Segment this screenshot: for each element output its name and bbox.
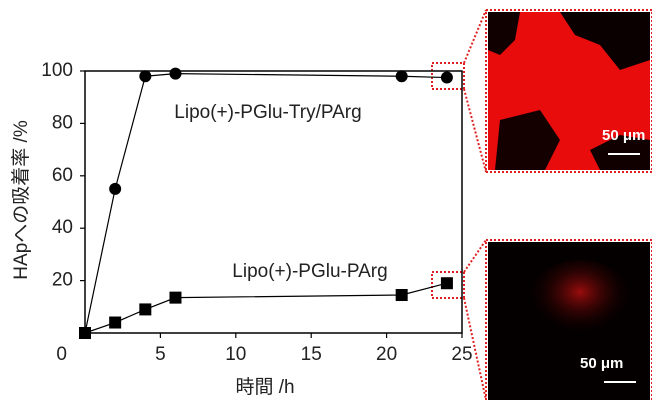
y-tick-label: 100 bbox=[41, 60, 73, 81]
x-tick-label: 20 bbox=[376, 344, 397, 365]
y-axis-label: HApへの吸着率 /% bbox=[10, 120, 32, 280]
y-tick-label: 80 bbox=[52, 112, 73, 133]
y-tick-label: 0 bbox=[56, 344, 67, 365]
inset-bottom: 50 μm bbox=[485, 239, 652, 403]
point bbox=[139, 303, 152, 316]
point bbox=[139, 70, 152, 83]
point bbox=[395, 289, 408, 302]
series-label: Lipo(+)-PGlu-Try/PArg bbox=[174, 102, 361, 123]
x-tick-label: 25 bbox=[451, 344, 472, 365]
point bbox=[169, 67, 182, 80]
point bbox=[79, 327, 91, 339]
scale-label: 50 μm bbox=[602, 127, 645, 144]
x-tick-label: 5 bbox=[155, 344, 166, 365]
y-tick-label: 60 bbox=[52, 165, 73, 186]
scale-label: 50 μm bbox=[580, 355, 623, 372]
inset-top: 50 μm bbox=[485, 9, 652, 173]
point bbox=[440, 277, 453, 290]
x-tick-label: 10 bbox=[225, 344, 246, 365]
x-tick-label: 15 bbox=[301, 344, 322, 365]
y-tick-label: 40 bbox=[52, 217, 73, 238]
point bbox=[109, 316, 122, 329]
point bbox=[109, 182, 122, 195]
series-line bbox=[84, 282, 448, 334]
y-tick-label: 20 bbox=[52, 270, 73, 291]
plot-frame bbox=[84, 70, 463, 334]
point bbox=[169, 291, 182, 304]
series-line bbox=[84, 73, 447, 334]
x-axis-label: 時間 /h bbox=[235, 376, 294, 398]
series-label: Lipo(+)-PGlu-PArg bbox=[232, 261, 387, 282]
callouts bbox=[431, 9, 487, 401]
point bbox=[440, 71, 453, 84]
point bbox=[395, 70, 408, 83]
